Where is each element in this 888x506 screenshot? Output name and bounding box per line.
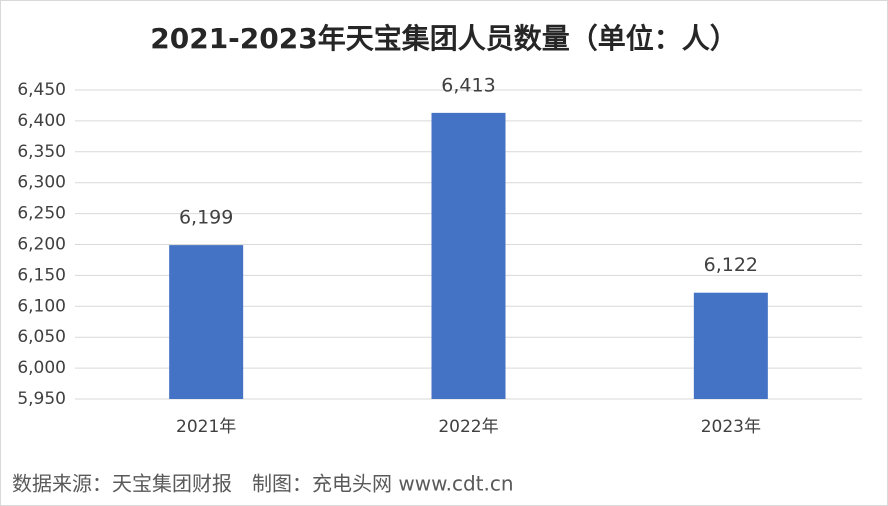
bar	[169, 245, 244, 399]
x-tick-label: 2021年	[176, 417, 236, 437]
y-tick-label: 6,000	[17, 358, 66, 378]
data-label: 6,413	[441, 74, 495, 96]
x-tick-label: 2023年	[701, 417, 761, 437]
y-tick-label: 6,150	[17, 265, 66, 285]
y-tick-label: 6,300	[17, 173, 66, 193]
bar	[431, 112, 506, 399]
y-tick-label: 6,050	[17, 327, 66, 347]
chart-title: 2021-2023年天宝集团人员数量（单位：人）	[150, 22, 737, 55]
x-tick-label: 2022年	[438, 417, 498, 437]
source-note: 数据来源：天宝集团财报 制图：充电头网 www.cdt.cn	[12, 472, 514, 496]
y-tick-label: 5,950	[17, 389, 66, 409]
data-label: 6,122	[704, 254, 758, 276]
y-tick-label: 6,250	[17, 204, 66, 224]
y-tick-label: 6,100	[17, 296, 66, 316]
y-tick-label: 6,400	[17, 111, 66, 131]
y-tick-label: 6,350	[17, 142, 66, 162]
bar	[693, 292, 768, 399]
y-tick-label: 6,450	[17, 80, 66, 100]
y-tick-label: 6,200	[17, 235, 66, 255]
data-label: 6,199	[179, 207, 233, 229]
